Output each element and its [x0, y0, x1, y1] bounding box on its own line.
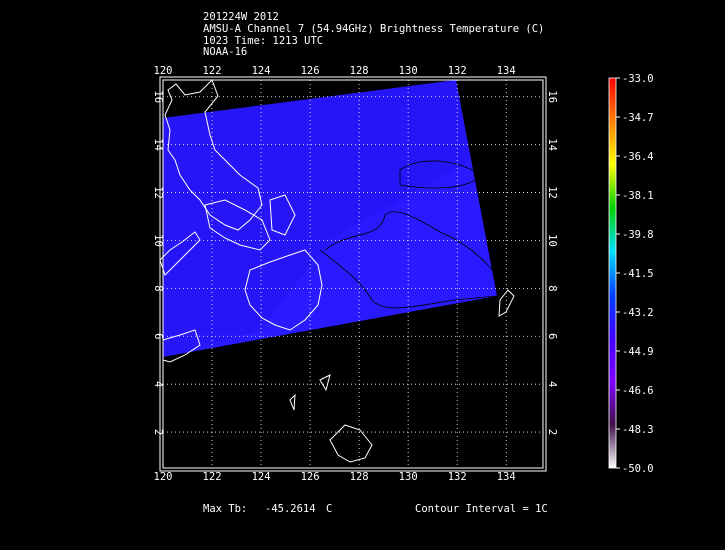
coastline-palau	[498, 289, 515, 317]
swath-layer	[163, 80, 497, 357]
contour-interval: Contour Interval = 1C	[415, 503, 548, 515]
colorbar: -33.0 -34.7 -36.4 -38.1 -39.8 -41.5 -43.2 -44.9…	[608, 73, 654, 475]
header-time: 1023 Time: 1213 UTC	[203, 35, 324, 47]
lon-tick-top: 130	[399, 65, 418, 77]
coastline-sulawesi	[289, 374, 373, 463]
lon-tick-top: 134	[497, 65, 516, 77]
lat-tick-right: 4	[546, 381, 558, 387]
lat-tick-right: 2	[546, 429, 558, 435]
lon-tick-top: 128	[350, 65, 369, 77]
coastline-mindanao	[244, 249, 323, 331]
tick-labels: 1201201221221241241261261281281301301321…	[152, 65, 558, 483]
lat-tick-right: 16	[546, 90, 558, 103]
contour-line	[319, 249, 498, 309]
coastline-borneo	[162, 329, 201, 363]
lon-tick-bottom: 122	[203, 471, 222, 483]
lat-tick-left: 14	[152, 138, 164, 151]
lon-tick-top: 126	[301, 65, 320, 77]
colorbar-label: -48.3	[622, 424, 654, 436]
lon-tick-top: 132	[448, 65, 467, 77]
lat-tick-left: 10	[152, 234, 164, 247]
lat-tick-left: 4	[152, 381, 164, 387]
lon-tick-top: 124	[252, 65, 271, 77]
swath-shade	[163, 80, 470, 357]
max-tb-label: Max Tb:	[203, 503, 248, 515]
colorbar-label: -41.5	[622, 268, 654, 280]
lon-tick-bottom: 132	[448, 471, 467, 483]
colorbar-label: -36.4	[622, 151, 654, 163]
colorbar-label: -44.9	[622, 346, 654, 358]
contour-line	[324, 211, 493, 271]
lon-tick-bottom: 134	[497, 471, 516, 483]
gridlines	[162, 80, 543, 468]
colorbar-label: -43.2	[622, 307, 654, 319]
lon-tick-bottom: 126	[301, 471, 320, 483]
lon-tick-bottom: 120	[154, 471, 173, 483]
coastline-palawan	[159, 231, 201, 276]
lat-tick-right: 6	[546, 333, 558, 339]
lat-tick-left: 8	[152, 285, 164, 291]
colorbar-label: -38.1	[622, 190, 654, 202]
header-product: AMSU-A Channel 7 (54.94GHz) Brightness T…	[203, 23, 545, 35]
lon-tick-bottom: 130	[399, 471, 418, 483]
header-satellite: NOAA-16	[203, 46, 248, 58]
colorbar-label: -50.0	[622, 463, 654, 475]
coastlines	[159, 79, 515, 463]
max-tb-value: -45.2614	[265, 503, 316, 515]
max-tb-unit: C	[326, 503, 333, 515]
lat-tick-right: 14	[546, 138, 558, 151]
contour-lines	[319, 160, 498, 309]
lat-tick-right: 12	[546, 186, 558, 199]
colorbar-label: -39.8	[622, 229, 654, 241]
lat-tick-left: 6	[152, 333, 164, 339]
header-title: 201224W 2012	[203, 11, 279, 23]
map-frame-inner	[159, 76, 547, 472]
colorbar-label: -34.7	[622, 112, 654, 124]
lon-tick-bottom: 128	[350, 471, 369, 483]
lon-tick-bottom: 124	[252, 471, 271, 483]
lat-tick-right: 10	[546, 234, 558, 247]
map-frame	[162, 79, 544, 469]
lat-tick-left: 16	[152, 90, 164, 103]
colorbar-scale	[608, 77, 617, 469]
lon-tick-top: 120	[154, 65, 173, 77]
coastline-luzon	[164, 79, 263, 231]
lat-tick-left: 12	[152, 186, 164, 199]
colorbar-label: -33.0	[622, 73, 654, 85]
colorbar-label: -46.6	[622, 385, 654, 397]
lat-tick-right: 8	[546, 285, 558, 291]
lon-tick-top: 122	[203, 65, 222, 77]
coastline-visayas	[204, 194, 296, 251]
lat-tick-left: 2	[152, 429, 164, 435]
contour-line	[399, 160, 481, 189]
